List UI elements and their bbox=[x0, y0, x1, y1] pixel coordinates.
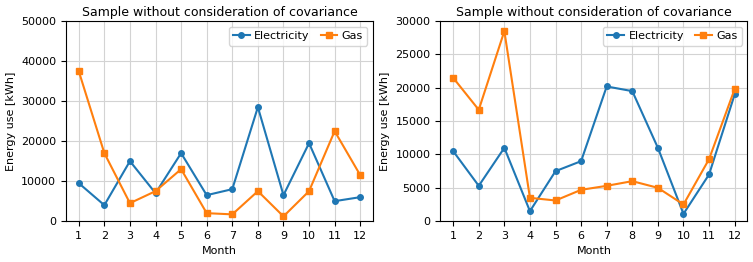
Gas bbox=[126, 201, 135, 205]
Line: Gas: Gas bbox=[450, 28, 737, 207]
Line: Gas: Gas bbox=[76, 68, 363, 219]
Electricity bbox=[227, 188, 236, 191]
Gas bbox=[355, 174, 364, 177]
Electricity bbox=[679, 212, 688, 215]
Gas bbox=[202, 212, 211, 215]
Gas bbox=[705, 157, 714, 161]
Gas bbox=[654, 186, 663, 189]
Gas bbox=[330, 130, 339, 133]
Gas bbox=[602, 184, 611, 187]
Electricity bbox=[730, 93, 739, 96]
Line: Electricity: Electricity bbox=[450, 84, 737, 217]
Electricity bbox=[654, 146, 663, 149]
Title: Sample without consideration of covariance: Sample without consideration of covarian… bbox=[456, 6, 732, 19]
Electricity bbox=[253, 106, 262, 109]
Gas bbox=[304, 190, 313, 193]
Electricity bbox=[202, 194, 211, 197]
Gas bbox=[100, 152, 109, 155]
Electricity bbox=[355, 196, 364, 199]
Gas bbox=[730, 88, 739, 91]
Electricity bbox=[126, 160, 135, 163]
X-axis label: Month: Month bbox=[576, 247, 611, 256]
Y-axis label: Energy use [kWh]: Energy use [kWh] bbox=[5, 72, 16, 171]
Legend: Electricity, Gas: Electricity, Gas bbox=[603, 27, 742, 46]
Gas bbox=[253, 190, 262, 193]
Line: Electricity: Electricity bbox=[76, 104, 363, 208]
Gas bbox=[474, 108, 483, 111]
Electricity bbox=[151, 192, 160, 195]
Gas bbox=[551, 199, 560, 202]
Electricity bbox=[705, 173, 714, 176]
Electricity bbox=[330, 200, 339, 203]
Electricity bbox=[177, 152, 186, 155]
Electricity bbox=[551, 170, 560, 173]
Gas bbox=[628, 179, 637, 183]
Electricity bbox=[304, 141, 313, 145]
Electricity bbox=[500, 146, 509, 149]
Y-axis label: Energy use [kWh]: Energy use [kWh] bbox=[380, 72, 390, 171]
Gas bbox=[679, 203, 688, 206]
Electricity bbox=[75, 182, 84, 185]
X-axis label: Month: Month bbox=[202, 247, 237, 256]
Gas bbox=[526, 196, 535, 199]
Title: Sample without consideration of covariance: Sample without consideration of covarian… bbox=[81, 6, 358, 19]
Gas bbox=[449, 76, 458, 79]
Electricity bbox=[526, 210, 535, 213]
Electricity bbox=[577, 160, 586, 163]
Electricity bbox=[100, 204, 109, 207]
Electricity bbox=[449, 150, 458, 153]
Electricity bbox=[279, 194, 288, 197]
Electricity bbox=[628, 90, 637, 93]
Gas bbox=[577, 188, 586, 192]
Gas bbox=[177, 168, 186, 171]
Gas bbox=[75, 69, 84, 73]
Gas bbox=[500, 30, 509, 33]
Gas bbox=[151, 190, 160, 193]
Electricity bbox=[602, 85, 611, 88]
Legend: Electricity, Gas: Electricity, Gas bbox=[228, 27, 367, 46]
Gas bbox=[279, 215, 288, 218]
Electricity bbox=[474, 184, 483, 187]
Gas bbox=[227, 213, 236, 216]
